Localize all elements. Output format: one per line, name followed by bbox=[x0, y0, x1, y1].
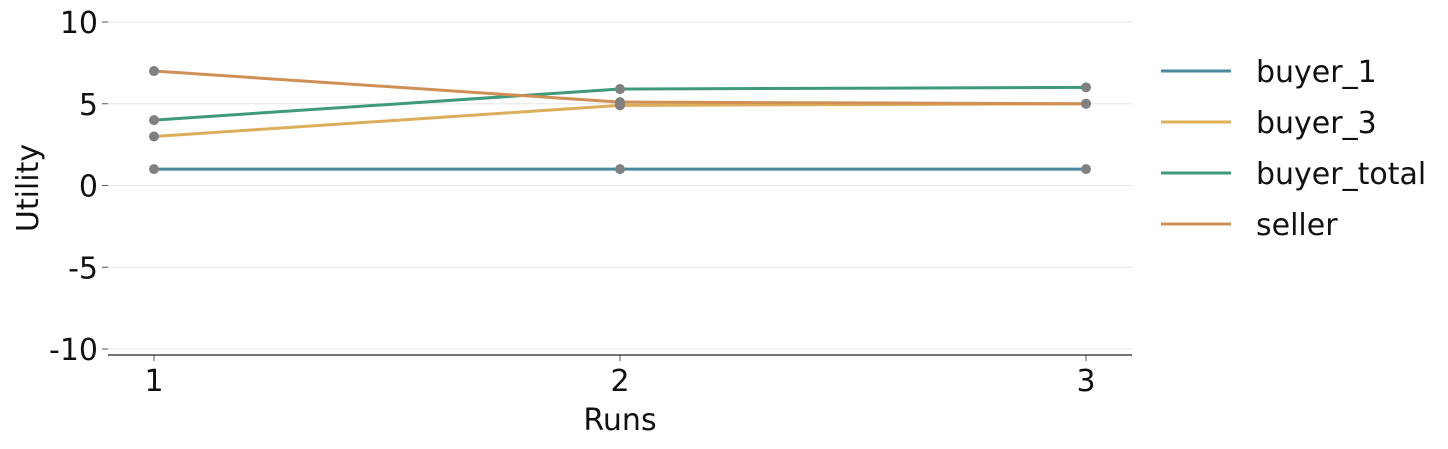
y-tick-label: 10 bbox=[60, 6, 98, 41]
legend-label-buyer-3: buyer_3 bbox=[1256, 106, 1377, 141]
y-tick-label: -10 bbox=[49, 333, 98, 368]
data-points bbox=[149, 66, 1091, 175]
y-tick-label: 0 bbox=[79, 170, 98, 205]
data-point-seller bbox=[615, 97, 625, 108]
x-tick-label: 1 bbox=[144, 364, 163, 399]
data-point-buyer-1 bbox=[1081, 164, 1091, 175]
y-axis: 10 5 0 -5 -10 bbox=[49, 6, 108, 368]
x-axis: 1 2 3 bbox=[144, 355, 1096, 399]
y-axis-title: Utility bbox=[11, 144, 46, 232]
data-point-buyer-total bbox=[615, 84, 625, 95]
data-point-buyer-total bbox=[149, 115, 159, 126]
data-point-seller bbox=[1081, 98, 1091, 109]
grid-lines bbox=[108, 21, 1132, 350]
data-point-buyer-total bbox=[1081, 82, 1091, 93]
x-tick-label: 2 bbox=[610, 364, 629, 399]
x-tick-label: 3 bbox=[1076, 364, 1095, 399]
legend-label-buyer-1: buyer_1 bbox=[1256, 55, 1377, 90]
data-point-buyer-1 bbox=[615, 164, 625, 175]
data-point-buyer-1 bbox=[149, 164, 159, 175]
x-axis-title: Runs bbox=[583, 403, 656, 438]
data-point-buyer-3 bbox=[149, 131, 159, 142]
legend-label-buyer-total: buyer_total bbox=[1256, 157, 1426, 192]
legend-label-seller: seller bbox=[1256, 208, 1338, 243]
y-tick-label: -5 bbox=[68, 251, 98, 286]
data-point-seller bbox=[149, 66, 159, 77]
y-tick-label: 5 bbox=[79, 88, 98, 123]
